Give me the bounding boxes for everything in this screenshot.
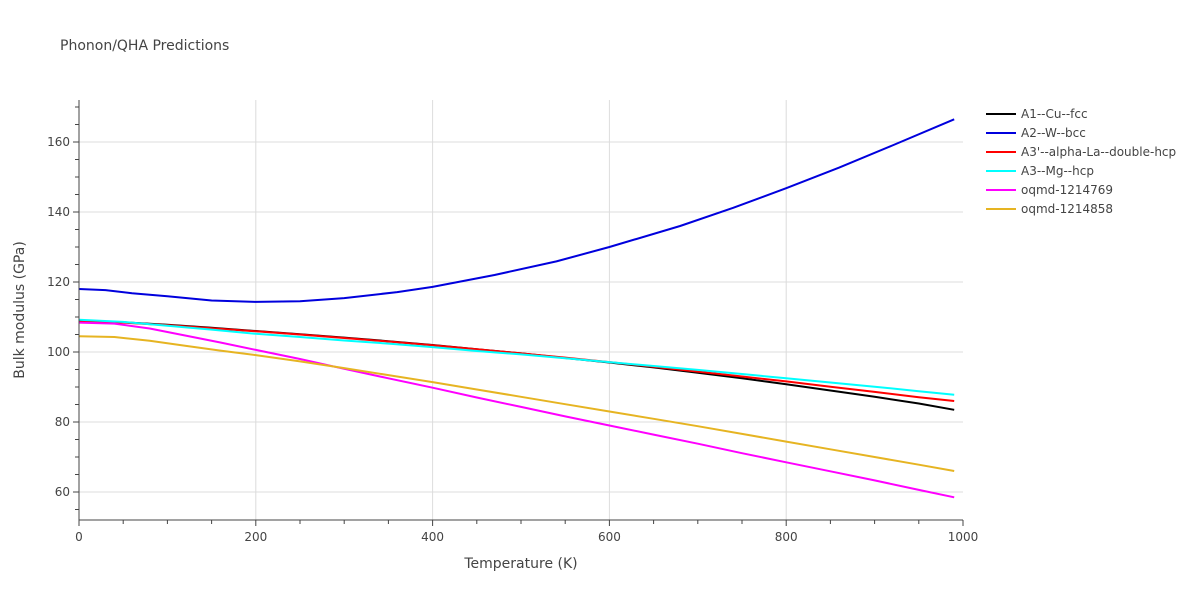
series-line-1: [78, 118, 955, 303]
legend-entry[interactable]: A3--Mg--hcp: [1021, 164, 1094, 178]
x-tick-label: 400: [421, 530, 444, 544]
legend-entry[interactable]: A1--Cu--fcc: [1021, 107, 1088, 121]
y-tick-label: 80: [55, 415, 70, 429]
y-tick-label: 100: [47, 345, 70, 359]
x-tick-label: 0: [75, 530, 83, 544]
x-axis-title: Temperature (K): [463, 556, 577, 572]
legend-entry[interactable]: oqmd-1214858: [1021, 202, 1113, 216]
legend: A1--Cu--fcc A2--W--bcc A3'--alpha-La--doub…: [986, 107, 1176, 216]
x-tick-label: 200: [244, 530, 267, 544]
series-line-5: [78, 335, 955, 472]
x-tick-label: 800: [775, 530, 798, 544]
x-tick-label: 600: [598, 530, 621, 544]
y-tick-label: 140: [47, 205, 70, 219]
series-line-4: [78, 321, 955, 499]
x-tick-label: 1000: [948, 530, 979, 544]
plot-area: 0 200 400 600 800 1000 60 80 100 120 140 160: [47, 100, 978, 544]
y-tick-label: 60: [55, 485, 70, 499]
tick-labels: 0 200 400 600 800 1000 60 80 100 120 140 160: [47, 135, 978, 544]
chart-title: Phonon/QHA Predictions: [60, 38, 229, 54]
y-tick-label: 120: [47, 275, 70, 289]
y-tick-label: 160: [47, 135, 70, 149]
axes: [73, 100, 964, 526]
legend-entry[interactable]: oqmd-1214769: [1021, 183, 1113, 197]
legend-entry[interactable]: A2--W--bcc: [1021, 126, 1086, 140]
y-axis-title: Bulk modulus (GPa): [12, 241, 28, 379]
series-layer: [78, 118, 955, 499]
legend-entry[interactable]: A3'--alpha-La--double-hcp: [1021, 145, 1176, 159]
series-line-3: [78, 318, 955, 396]
